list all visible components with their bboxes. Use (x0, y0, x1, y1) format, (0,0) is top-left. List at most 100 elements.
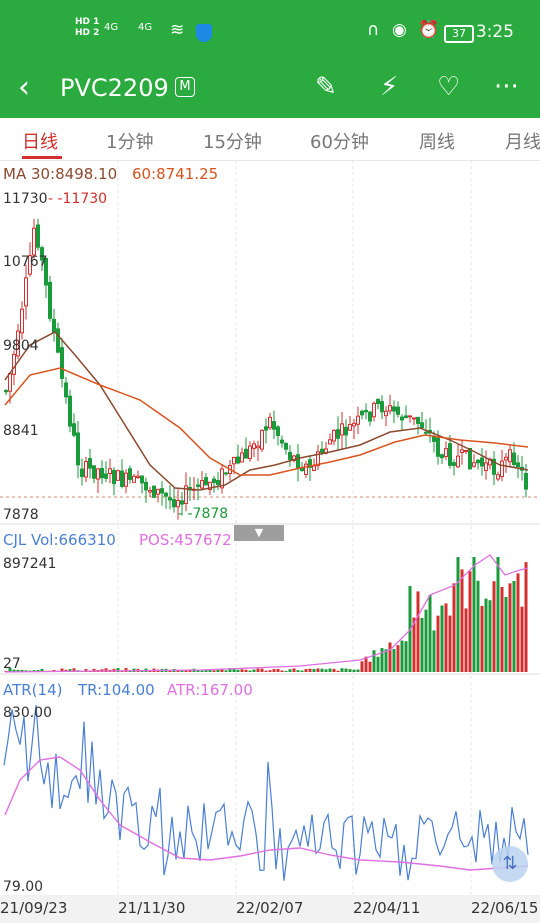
volume-bar (420, 617, 424, 672)
atr-y-top: 830.00 (3, 705, 52, 721)
candle-body (468, 447, 472, 470)
candle-body (20, 308, 24, 334)
volume-bar (228, 668, 232, 672)
y-tick-2: 10767 (3, 254, 48, 270)
candle-body (132, 475, 136, 483)
candle-body (500, 460, 504, 478)
candle-body (360, 410, 364, 416)
candle-body (144, 481, 148, 491)
sim-indicator: HD 1 HD 2 (75, 17, 99, 39)
low-marker: - -7878 (178, 506, 229, 522)
candle-body (164, 492, 168, 497)
candle-body (248, 445, 252, 459)
floating-action-button[interactable]: ⇅ (492, 846, 528, 882)
date-label: 21/09/23 (0, 899, 68, 917)
volume-bar (224, 670, 228, 672)
tab-weekly[interactable]: 周线 (419, 132, 455, 153)
tab-daily[interactable]: 日线 (22, 132, 58, 153)
candle-body (112, 469, 116, 485)
cjl-label: CJL Vol:666310 (3, 531, 116, 549)
eye-icon: ◉ (392, 20, 407, 40)
collapse-toggle[interactable]: ▼ (234, 525, 284, 541)
clock: 3:25 (475, 22, 514, 42)
volume-bar (512, 580, 516, 672)
volume-bar (400, 640, 404, 672)
candle-body (208, 481, 212, 490)
candle-body (316, 451, 320, 467)
heart-icon[interactable]: ♡ (437, 72, 461, 102)
candle-body (224, 472, 228, 475)
volume-bar (360, 661, 364, 672)
volume-bar (180, 670, 184, 672)
candle-body (372, 402, 376, 418)
candle-body (292, 455, 296, 461)
candle-body (176, 499, 180, 508)
atr-title: ATR(14) (3, 681, 63, 699)
volume-bar (368, 661, 372, 672)
candle-body (388, 405, 392, 412)
volume-bar (200, 670, 204, 672)
candle-body (200, 480, 204, 489)
tab-1min[interactable]: 1分钟 (106, 132, 154, 153)
tab-60min[interactable]: 60分钟 (310, 132, 369, 153)
tab-monthly[interactable]: 月线 (505, 132, 540, 153)
candle-body (36, 224, 40, 248)
candle-body (376, 399, 380, 405)
period-tabs: 日线 1分钟 15分钟 60分钟 周线 月线 (0, 118, 540, 161)
y-tick-low: 7878 (3, 507, 39, 523)
volume-bar (340, 668, 344, 672)
volume-bar (432, 630, 436, 672)
volume-bar (16, 669, 20, 672)
volume-bar (280, 670, 284, 672)
candle-body (480, 457, 484, 467)
pos-line (4, 554, 529, 673)
volume-bar (220, 669, 224, 672)
back-arrow-icon[interactable]: ‹ (18, 70, 30, 105)
edit-icon[interactable]: ✎ (315, 72, 337, 102)
candle-body (172, 499, 176, 508)
candle-body (12, 353, 16, 375)
candle-body (52, 318, 56, 334)
more-icon[interactable]: ··· (494, 72, 519, 102)
volume-bar (448, 615, 452, 672)
date-label: 22/02/07 (236, 899, 304, 917)
candle-body (460, 449, 464, 453)
high-marker: - -11730 (48, 191, 108, 207)
volume-bar (284, 670, 288, 672)
volume-bar (260, 668, 264, 672)
volume-bar (248, 670, 252, 672)
main-contract-badge: M (175, 77, 195, 97)
candle-body (444, 448, 448, 457)
candle-body (252, 443, 256, 449)
volume-bar (316, 668, 320, 672)
candle-body (416, 416, 420, 424)
volume-bar (40, 668, 44, 672)
candle-body (216, 479, 220, 486)
candle-body (344, 426, 348, 436)
volume-bar (216, 669, 220, 672)
candle-body (76, 432, 80, 466)
candle-body (108, 468, 112, 475)
volume-bar (476, 580, 480, 672)
tab-15min[interactable]: 15分钟 (203, 132, 262, 153)
volume-bar (444, 603, 448, 672)
ma60-line (4, 367, 529, 476)
ma60-label: 60:8741.25 (132, 165, 219, 183)
date-label: 21/11/30 (118, 899, 186, 917)
flash-icon[interactable]: ⚡ (380, 72, 399, 102)
candle-body (268, 416, 272, 429)
volume-bar (124, 668, 128, 672)
volume-bar (268, 670, 272, 672)
candle-body (8, 372, 12, 392)
candle-body (104, 473, 108, 479)
candle-body (56, 328, 60, 353)
candle-body (408, 415, 412, 418)
candle-body (280, 439, 284, 444)
pos-label: POS:457672 (139, 531, 232, 549)
candle-body (240, 452, 244, 463)
volume-bar (276, 668, 280, 672)
y-tick-4: 8841 (3, 423, 39, 439)
candle-body (320, 448, 324, 453)
candle-body (364, 409, 368, 413)
